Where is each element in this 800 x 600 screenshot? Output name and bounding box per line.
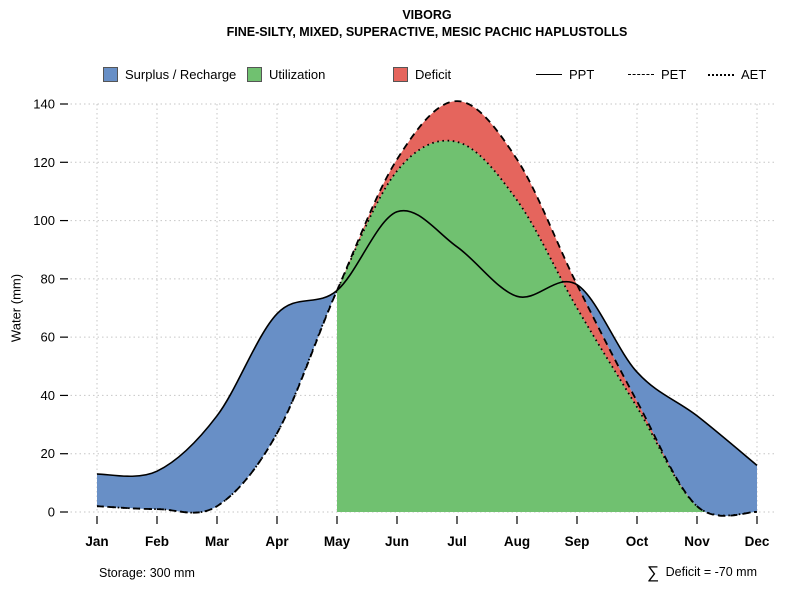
- legend-label-pet: PET: [661, 67, 687, 82]
- deficit-sum-text: Deficit = -70 mm: [665, 565, 757, 579]
- ppt-line: [96, 209, 758, 478]
- sum-symbol-icon: ∑: [647, 563, 660, 582]
- x-tick-label: Mar: [205, 534, 230, 549]
- x-tick-label: Aug: [504, 534, 530, 549]
- utilization-swatch: [247, 67, 262, 82]
- surplus-swatch: [103, 67, 118, 82]
- y-tick-label: 0: [48, 505, 55, 520]
- y-tick-label: 40: [41, 388, 55, 403]
- y-tick-label: 20: [41, 446, 55, 461]
- legend-item-pet: PET: [628, 67, 686, 82]
- deficit-annotation: ∑ Deficit = -70 mm: [647, 563, 757, 583]
- ppt-line-sample: [536, 74, 562, 75]
- legend-label-aet: AET: [741, 67, 767, 82]
- x-tick-label: Jan: [85, 534, 108, 549]
- legend: Surplus / Recharge Utilization Deficit P…: [0, 67, 800, 89]
- x-tick-label: Jul: [447, 534, 467, 549]
- legend-item-deficit: Deficit: [393, 67, 451, 82]
- x-tick-label: Sep: [565, 534, 590, 549]
- x-tick-label: Nov: [684, 534, 710, 549]
- y-tick-label: 60: [41, 330, 55, 345]
- deficit-area: [337, 101, 697, 507]
- title-block: VIBORG FINE-SILTY, MIXED, SUPERACTIVE, M…: [97, 8, 757, 39]
- y-axis-label: Water (mm): [8, 273, 24, 343]
- legend-item-ppt: PPT: [536, 67, 594, 82]
- pet-line: [96, 100, 758, 517]
- aet-line-sample: [708, 73, 734, 76]
- pet-line-sample: [628, 74, 654, 75]
- y-tick-label: 140: [33, 97, 55, 112]
- deficit-swatch: [393, 67, 408, 82]
- legend-item-aet: AET: [708, 67, 766, 82]
- storage-annotation: Storage: 300 mm: [99, 566, 195, 580]
- y-tick-label: 80: [41, 271, 55, 286]
- surplus-area: [97, 284, 757, 516]
- chart-title: VIBORG: [402, 8, 452, 22]
- legend-label-utilization: Utilization: [269, 67, 326, 82]
- legend-label-ppt: PPT: [569, 67, 595, 82]
- x-tick-label: Dec: [745, 534, 770, 549]
- x-tick-label: Oct: [626, 534, 649, 549]
- x-tick-label: May: [324, 534, 351, 549]
- legend-label-deficit: Deficit: [415, 67, 452, 82]
- legend-item-utilization: Utilization: [247, 67, 325, 82]
- x-tick-label: Jun: [385, 534, 409, 549]
- legend-item-surplus: Surplus / Recharge: [103, 67, 236, 82]
- y-tick-label: 120: [33, 155, 55, 170]
- x-tick-label: Apr: [265, 534, 289, 549]
- chart-subtitle: FINE-SILTY, MIXED, SUPERACTIVE, MESIC PA…: [226, 25, 628, 39]
- y-tick-label: 100: [33, 213, 55, 228]
- legend-label-surplus: Surplus / Recharge: [125, 67, 237, 82]
- x-tick-label: Feb: [145, 534, 169, 549]
